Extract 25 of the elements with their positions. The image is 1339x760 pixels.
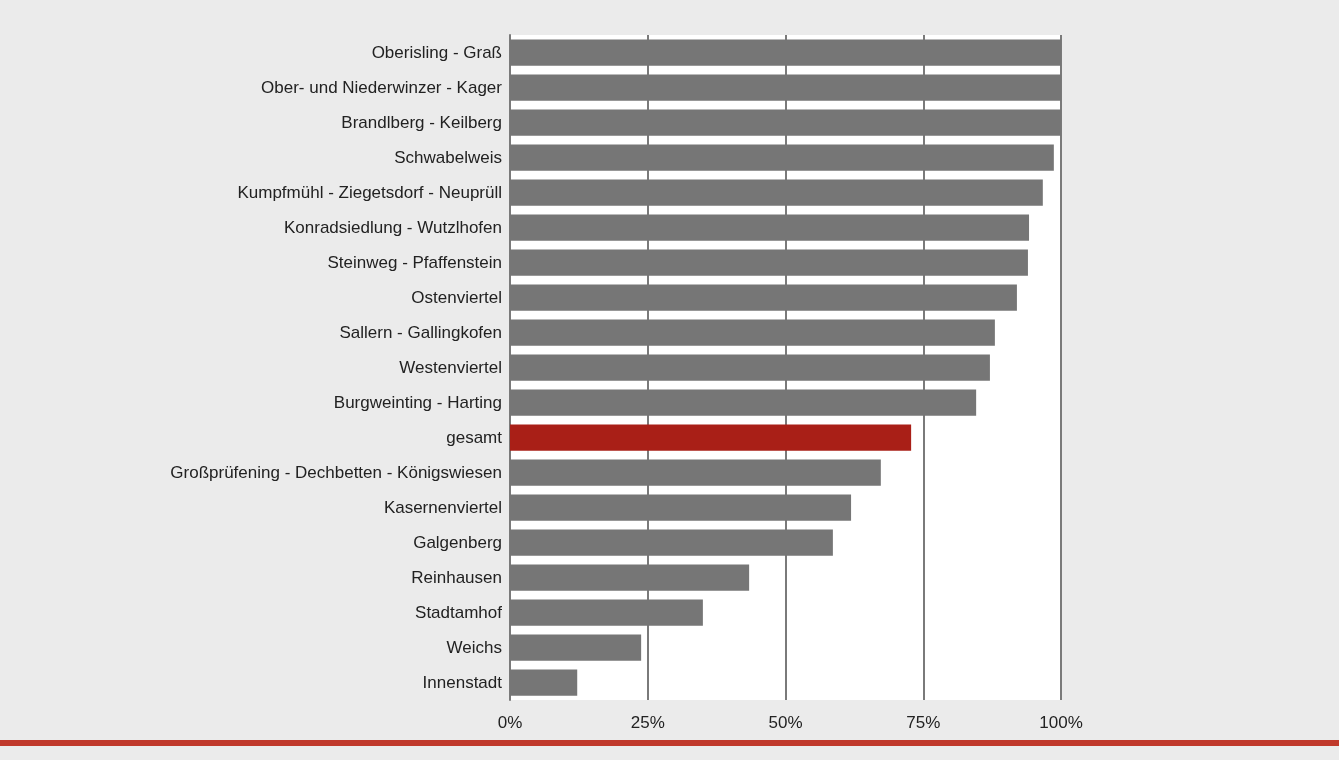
y-tick-label: Stadtamhof <box>415 603 503 622</box>
y-tick-label: Galgenberg <box>413 533 502 552</box>
y-tick-label: Reinhausen <box>411 568 502 587</box>
y-tick-label: gesamt <box>446 428 503 447</box>
y-tick-label: Oberisling - Graß <box>371 43 502 62</box>
x-tick-label: 75% <box>906 713 941 732</box>
y-tick-label: Brandlberg - Keilberg <box>341 113 502 132</box>
y-tick-label: Großprüfening - Dechbetten - Königswiesen <box>170 463 502 482</box>
y-tick-label: Burgweinting - Harting <box>333 393 502 412</box>
y-tick-label: Schwabelweis <box>394 148 502 167</box>
x-tick-label: 50% <box>768 713 803 732</box>
y-tick-label: Weichs <box>446 638 502 657</box>
y-tick-label: Konradsiedlung - Wutzlhofen <box>284 218 502 237</box>
y-tick-label: Kasernenviertel <box>383 498 502 517</box>
x-tick-label: 100% <box>1039 713 1083 732</box>
y-tick-label: Innenstadt <box>422 673 503 692</box>
y-tick-label: Ostenviertel <box>411 288 502 307</box>
y-tick-label: Ober- und Niederwinzer - Kager <box>261 78 503 97</box>
y-tick-label: Steinweg - Pfaffenstein <box>327 253 502 272</box>
y-tick-label: Kumpfmühl - Ziegetsdorf - Neuprüll <box>237 183 502 202</box>
x-tick-label: 25% <box>630 713 665 732</box>
bar <box>510 424 912 451</box>
y-tick-label: Westenviertel <box>399 358 502 377</box>
y-tick-label: Sallern - Gallingkofen <box>339 323 502 342</box>
x-tick-label: 0% <box>497 713 523 732</box>
